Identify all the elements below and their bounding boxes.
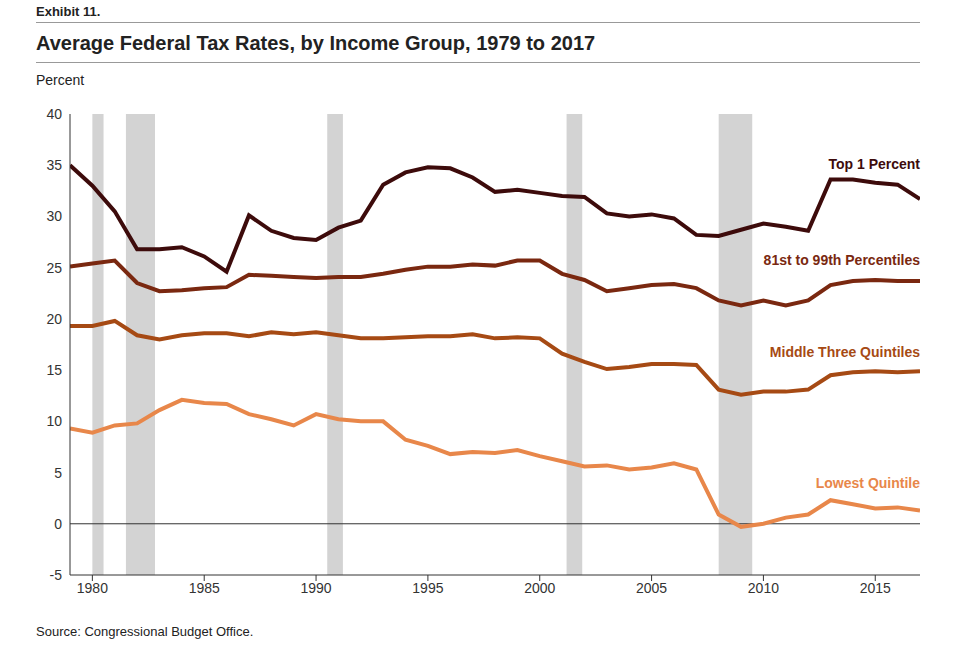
svg-text:5: 5 bbox=[54, 465, 62, 481]
svg-text:2010: 2010 bbox=[748, 580, 779, 596]
html-text:Source: Congressional Budget O: Source: Congressional Budget Office. bbox=[36, 624, 254, 639]
svg-text:1995: 1995 bbox=[412, 580, 443, 596]
svg-text:0: 0 bbox=[54, 516, 62, 532]
svg-text:Middle Three Quintiles: Middle Three Quintiles bbox=[770, 344, 920, 360]
svg-text:15: 15 bbox=[46, 362, 62, 378]
html-text:Average Federal Tax Rates, by: Average Federal Tax Rates, by Income Gro… bbox=[36, 32, 596, 54]
svg-text:2005: 2005 bbox=[636, 580, 667, 596]
svg-text:Top 1 Percent: Top 1 Percent bbox=[828, 156, 920, 172]
svg-text:1980: 1980 bbox=[77, 580, 108, 596]
svg-text:81st to 99th Percentiles: 81st to 99th Percentiles bbox=[764, 252, 921, 268]
html-text:Percent: Percent bbox=[36, 72, 85, 88]
svg-text:25: 25 bbox=[46, 260, 62, 276]
html-text:Exhibit 11.: Exhibit 11. bbox=[36, 4, 101, 19]
svg-text:1985: 1985 bbox=[189, 580, 220, 596]
svg-text:2015: 2015 bbox=[860, 580, 891, 596]
svg-text:40: 40 bbox=[46, 106, 62, 122]
svg-text:1990: 1990 bbox=[300, 580, 331, 596]
svg-text:-5: -5 bbox=[50, 567, 63, 583]
svg-text:30: 30 bbox=[46, 208, 62, 224]
svg-text:20: 20 bbox=[46, 311, 62, 327]
svg-text:Lowest Quintile: Lowest Quintile bbox=[816, 475, 920, 491]
svg-text:2000: 2000 bbox=[524, 580, 555, 596]
svg-text:10: 10 bbox=[46, 413, 62, 429]
svg-text:35: 35 bbox=[46, 157, 62, 173]
